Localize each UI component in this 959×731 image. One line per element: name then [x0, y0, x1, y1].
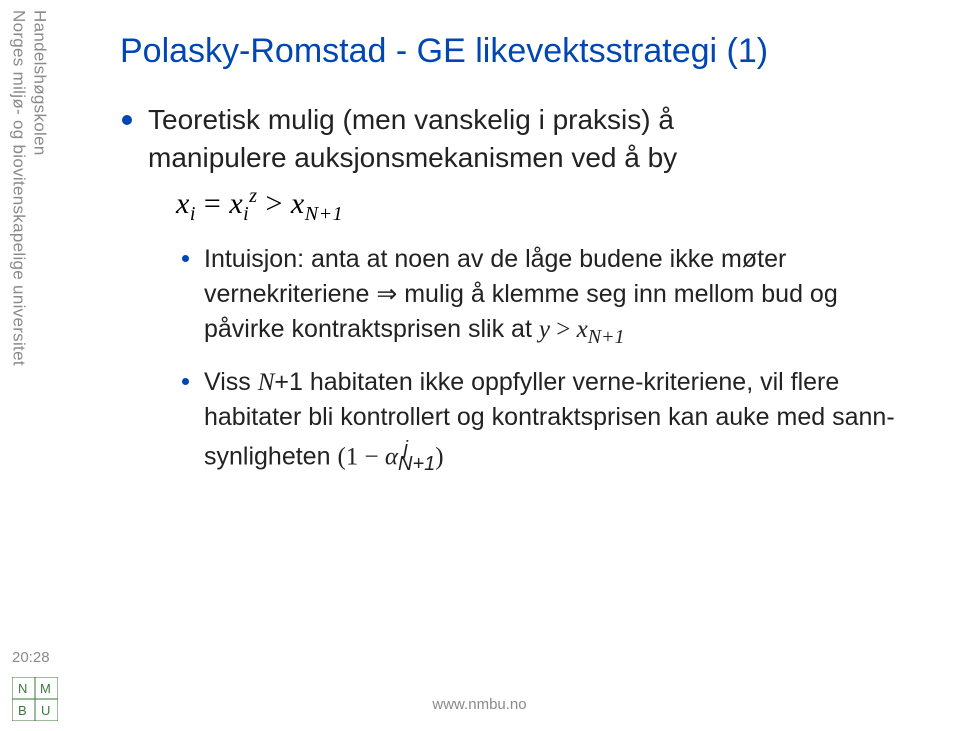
logo-m: M — [40, 681, 51, 696]
sub-list: Intuisjon: anta at noen av de låge buden… — [180, 242, 910, 478]
sidebar-line1: Handelshøgskolen — [29, 10, 50, 366]
sidebar-institution: Handelshøgskolen Norges miljø- og biovit… — [8, 10, 51, 366]
main-bullet: Teoretisk mulig (men vanskelig i praksis… — [120, 101, 910, 478]
sub-bullet-2: Viss N+1 habitaten ikke oppfyller verne-… — [180, 365, 910, 478]
equation-1: xi = xiz > xN+1 — [176, 183, 910, 228]
slide-title: Polasky-Romstad - GE likevektsstrategi (… — [120, 32, 910, 71]
sub-bullet-1: Intuisjon: anta at noen av de låge buden… — [180, 242, 910, 351]
slide-content: Polasky-Romstad - GE likevektsstrategi (… — [120, 32, 910, 492]
main-list: Teoretisk mulig (men vanskelig i praksis… — [120, 101, 910, 478]
main-bullet-line2: manipulere auksjonsmekanismen ved å by — [148, 142, 677, 173]
sidebar-line2: Norges miljø- og biovitenskapelige unive… — [8, 10, 29, 366]
main-bullet-line1: Teoretisk mulig (men vanskelig i praksis… — [148, 104, 674, 135]
footer-url: www.nmbu.no — [0, 696, 959, 713]
logo-n: N — [18, 681, 27, 696]
timestamp: 20:28 — [12, 649, 50, 666]
